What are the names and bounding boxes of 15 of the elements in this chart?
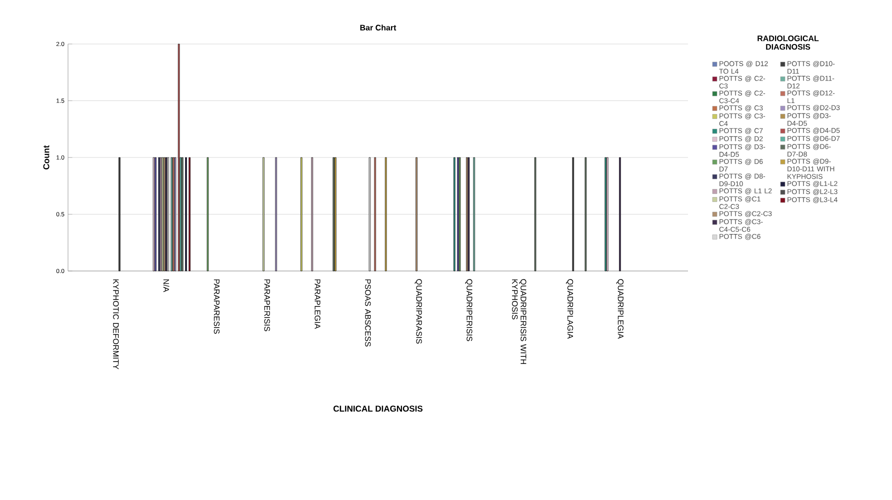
x-tick-label: PARAPERISIS [264, 279, 270, 332]
x-tick-label: QUADRIPLAGIA [566, 279, 574, 339]
x-tick-label: N/A [163, 279, 170, 292]
x-tick-label: QUADRIPERISIS [465, 279, 472, 342]
chart-title: Bar Chart [360, 24, 396, 30]
x-tick-label: QUADRIPLEGIA [616, 279, 624, 339]
x-tick-label: KYPHOTIC DEFORMITY [113, 279, 119, 370]
x-tick-label: PARAPLEGIA [314, 279, 320, 329]
x-tick-label: QUADRIPARASIS [414, 279, 422, 344]
x-axis-title: CLINICAL DIAGNOSIS [333, 406, 423, 412]
x-tick-label: PARAPARESIS [214, 279, 220, 334]
x-tick-label: PSOAS ABSCESS [365, 279, 371, 346]
x-tick-label: QUADRIPERISIS WITH KYPHOSIS [512, 279, 526, 364]
legend-title: RADIOLOGICAL DIAGNOSIS [758, 36, 819, 50]
y-axis-title: Count [43, 145, 50, 170]
